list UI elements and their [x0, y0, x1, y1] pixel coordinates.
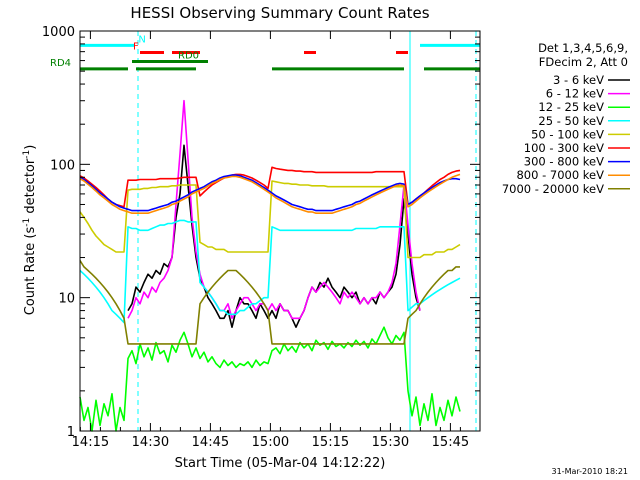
series-line-4	[79, 219, 461, 324]
x-tick-label-2: 14:30	[132, 435, 169, 450]
legend-label-6: 100 - 300 keV	[524, 141, 604, 155]
series-line-2	[127, 99, 421, 320]
series-line-1	[127, 144, 421, 328]
x-axis: 14:15 14:30 14:45 15:00 15:15 15:30 15:45	[72, 31, 469, 450]
legend-label-1: 3 - 6 keV	[553, 73, 604, 87]
legend: Det 1,3,4,5,6,9, FDecim 2, Att 0 3 - 6 k…	[502, 41, 630, 196]
x-tick-label-4: 15:00	[252, 435, 289, 450]
footer-timestamp: 31-Mar-2010 18:21	[552, 467, 629, 476]
y-tick-label-1: 1	[67, 425, 75, 440]
x-tick-label-1: 14:15	[72, 435, 109, 450]
series-line-5	[79, 180, 461, 259]
legend-label-7: 300 - 800 keV	[524, 155, 604, 169]
chart-title: HESSI Observing Summary Count Rates	[130, 4, 429, 22]
legend-label-5: 50 - 100 keV	[531, 127, 604, 141]
flag-label-rd4: RD4	[50, 58, 71, 69]
series-line-6	[79, 166, 461, 208]
plot-area: NF RD0 RD4	[50, 31, 480, 432]
y-axis-label: Count Rate (s-1 detector-1)	[22, 145, 38, 316]
flag-label-n: N	[138, 34, 145, 45]
series-line-9	[79, 260, 460, 345]
x-axis-label: Start Time (05-Mar-04 14:12:22)	[175, 456, 386, 471]
y-axis: 1 10 100 1000	[42, 25, 480, 440]
legend-label-9: 7000 - 20000 keV	[502, 182, 604, 196]
x-tick-label-7: 15:45	[432, 435, 469, 450]
legend-label-4: 25 - 50 keV	[538, 114, 604, 128]
series-line-8	[79, 173, 461, 214]
legend-label-3: 12 - 25 keV	[538, 100, 604, 114]
y-tick-label-3: 100	[50, 158, 75, 173]
x-tick-label-5: 15:15	[312, 435, 349, 450]
flag-label-rd0: RD0	[178, 51, 199, 62]
legend-header-line-1: Det 1,3,4,5,6,9,	[538, 41, 628, 55]
legend-label-2: 6 - 12 keV	[546, 87, 604, 101]
series-line-3	[79, 326, 461, 432]
legend-label-8: 800 - 7000 keV	[516, 168, 604, 182]
y-tick-label-4: 1000	[42, 25, 75, 40]
flag-label-f: F	[133, 41, 139, 52]
x-tick-label-3: 14:45	[192, 435, 229, 450]
y-tick-label-2: 10	[58, 292, 75, 307]
x-tick-label-6: 15:30	[372, 435, 409, 450]
legend-header-line-2: FDecim 2, Att 0	[539, 55, 628, 69]
series-line-7	[79, 174, 461, 212]
